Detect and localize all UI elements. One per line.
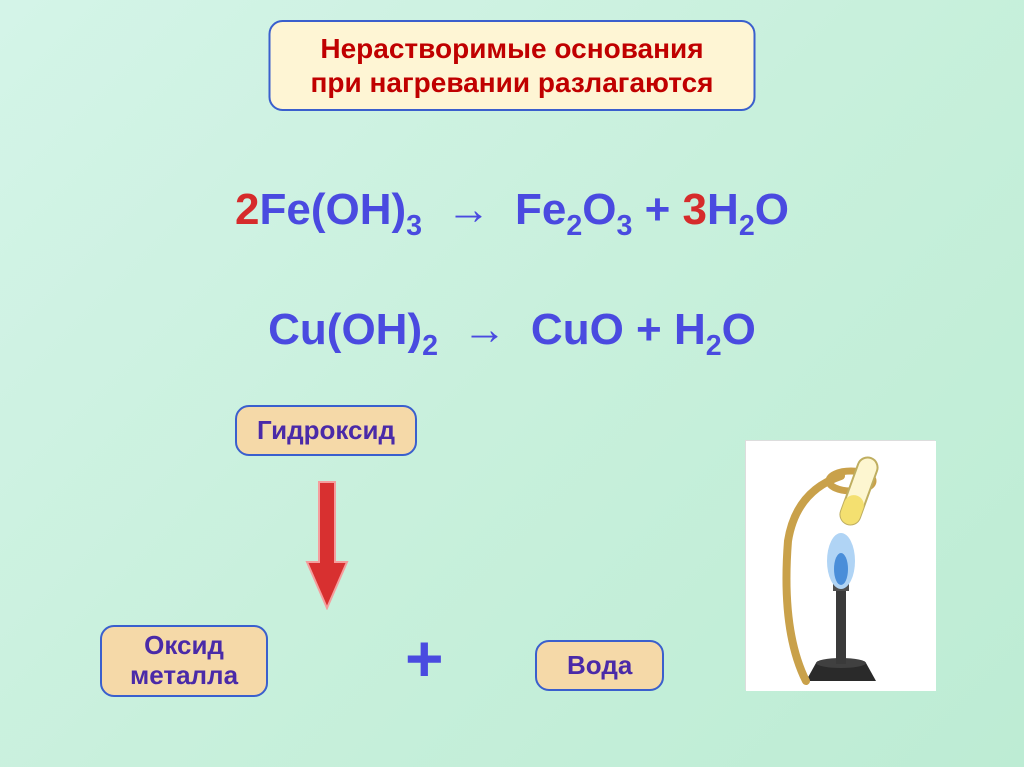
title-line-1: Нерастворимые основания xyxy=(311,32,714,66)
eq1-reactant-sub: 3 xyxy=(406,210,422,242)
eq2-space2 xyxy=(506,305,530,354)
eq1-space1 xyxy=(422,185,446,234)
eq1-prod2-sub: 2 xyxy=(739,210,755,242)
oxide-line2: металла xyxy=(130,661,238,691)
equation-1: 2Fe(OH)3 → Fe2O3 + 3H2O xyxy=(235,185,789,242)
eq1-prod1-sub2: 3 xyxy=(616,210,632,242)
hydroxide-label: Гидроксид xyxy=(235,405,417,456)
eq1-space2 xyxy=(491,185,515,234)
title-line-2: при нагревании разлагаются xyxy=(311,66,714,100)
eq2-prod1: CuO + H xyxy=(531,305,706,354)
oxide-line1: Оксид xyxy=(130,631,238,661)
eq1-reactant: Fe(OH) xyxy=(260,185,407,234)
down-arrow-icon xyxy=(305,480,349,610)
eq1-prod1-sub1: 2 xyxy=(566,210,582,242)
eq1-coef1: 2 xyxy=(235,185,259,234)
eq2-space1 xyxy=(438,305,462,354)
water-label: Вода xyxy=(535,640,664,691)
eq1-arrow: → xyxy=(447,185,491,234)
eq1-prod2: H xyxy=(707,185,739,234)
title-box: Нерастворимые основания при нагревании р… xyxy=(269,20,756,111)
eq2-arrow: → xyxy=(462,305,506,354)
bunsen-burner-illustration xyxy=(745,440,935,690)
eq1-prod2-ox: O xyxy=(755,185,789,234)
eq1-plus: + xyxy=(632,185,682,234)
metal-oxide-label: Оксид металла xyxy=(100,625,268,697)
eq2-prod1-sub: 2 xyxy=(706,330,722,362)
eq2-reactant: Cu(OH) xyxy=(268,305,422,354)
eq2-reactant-sub: 2 xyxy=(422,330,438,362)
plus-sign: + xyxy=(405,620,444,696)
equation-2: Cu(OH)2 → CuO + H2O xyxy=(268,305,756,362)
eq2-prod1-ox: O xyxy=(722,305,756,354)
eq1-prod1: Fe xyxy=(515,185,566,234)
eq1-prod1-ox: O xyxy=(582,185,616,234)
eq1-coef2: 3 xyxy=(683,185,707,234)
